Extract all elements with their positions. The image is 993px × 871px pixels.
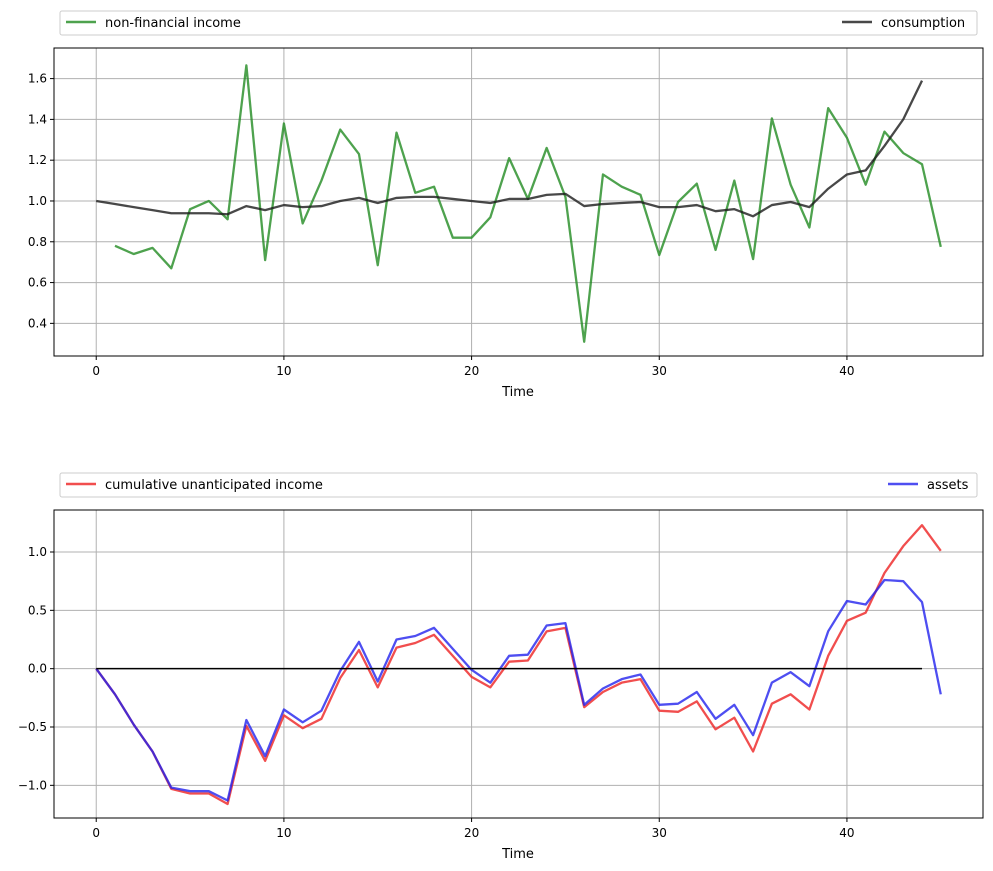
legend-label-consumption: consumption bbox=[881, 16, 965, 31]
legend-box bbox=[59, 472, 978, 498]
x-tick-label: 40 bbox=[839, 826, 854, 840]
ticks-top: 0 10 20 30 40 0.4 0.6 0.8 1.0 1.2 1.4 1.6 bbox=[28, 72, 855, 378]
y-tick-label: 1.6 bbox=[28, 72, 47, 86]
chart-income-assets: cumulative unanticipated income assets 0… bbox=[18, 472, 984, 862]
y-tick-label: 0.8 bbox=[28, 235, 47, 249]
series-line-cumulative-unanticipated-income bbox=[95, 524, 942, 806]
x-axis-title-top: Time bbox=[501, 385, 534, 400]
x-tick-label: 10 bbox=[276, 364, 291, 378]
x-tick-label: 0 bbox=[92, 826, 100, 840]
legend-label-income: non-financial income bbox=[105, 16, 241, 31]
y-tick-label: 1.4 bbox=[28, 112, 47, 126]
series-line-non-financial-income bbox=[114, 64, 942, 343]
legend-label-cumulative-income: cumulative unanticipated income bbox=[105, 478, 323, 493]
ticks-bottom: 0 10 20 30 40 −1.0 −0.5 0.0 0.5 1.0 bbox=[18, 545, 855, 840]
series-top bbox=[96, 64, 942, 343]
chart-income-consumption: non-financial income consumption 0 10 20 30… bbox=[28, 10, 984, 400]
x-tick-label: 40 bbox=[839, 364, 854, 378]
x-tick-label: 0 bbox=[92, 364, 100, 378]
y-tick-label: 0.5 bbox=[28, 603, 47, 617]
y-tick-label: 0.6 bbox=[28, 276, 47, 290]
x-tick-label: 10 bbox=[276, 826, 291, 840]
x-tick-label: 30 bbox=[652, 364, 667, 378]
legend-label-assets: assets bbox=[927, 478, 969, 493]
legend-top: non-financial income consumption bbox=[59, 10, 978, 36]
x-tick-label: 30 bbox=[652, 826, 667, 840]
plot-frame-top bbox=[53, 47, 984, 357]
legend-box bbox=[59, 10, 978, 36]
series-line-consumption bbox=[96, 80, 924, 218]
y-tick-label: −0.5 bbox=[18, 720, 47, 734]
grid-top bbox=[54, 48, 983, 356]
legend-bottom: cumulative unanticipated income assets bbox=[59, 472, 978, 498]
y-tick-label: −1.0 bbox=[18, 778, 47, 792]
y-tick-label: 0.4 bbox=[28, 316, 47, 330]
grid-bottom bbox=[54, 510, 983, 818]
y-tick-label: 1.0 bbox=[28, 545, 47, 559]
x-tick-label: 20 bbox=[464, 364, 479, 378]
plot-frame-bottom bbox=[53, 509, 984, 819]
series-line-assets bbox=[95, 578, 942, 802]
x-axis-title-bottom: Time bbox=[501, 847, 534, 862]
x-tick-label: 20 bbox=[464, 826, 479, 840]
y-tick-label: 1.2 bbox=[28, 153, 47, 167]
y-tick-label: 1.0 bbox=[28, 194, 47, 208]
series-bottom bbox=[95, 524, 942, 806]
y-tick-label: 0.0 bbox=[28, 662, 47, 676]
